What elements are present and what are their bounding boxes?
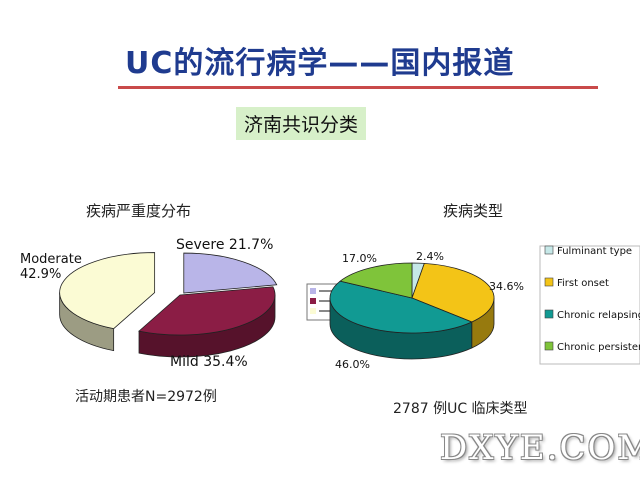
chart2-legend-label-fulminant-type: Fulminant type (557, 246, 632, 257)
subtitle-badge: 济南共识分类 (236, 107, 367, 140)
chart1-label-severe: Severe 21.7% (176, 237, 273, 253)
chart2-legend-swatch-chronic-persistent (544, 341, 554, 351)
chart1-slice-severe (183, 252, 278, 294)
chart1-label-moderate: Moderate 42.9% (20, 252, 82, 282)
chart2-legend-swatch-fulminant-type (544, 245, 554, 255)
chart2-slice-chronic-relapsing (329, 280, 473, 334)
watermark: DXYE.COM (440, 428, 640, 468)
title-divider (118, 86, 598, 89)
chart1-title: 疾病严重度分布 (86, 202, 192, 220)
chart2-label-chronic-persistent: 17.0% (342, 252, 377, 265)
chart2-label-fulminant: 2.4% (416, 250, 444, 263)
chart2-slice-chronic-persistent (339, 262, 413, 299)
chart2-legend-swatch-first-onset (544, 277, 554, 287)
chart2-slice-first-onset (411, 262, 495, 323)
chart1-slice-mild (138, 286, 276, 336)
chart1-pie (59, 252, 278, 358)
chart1-slice-moderate (59, 252, 156, 330)
chart2-legend-label-first-onset: First onset (557, 278, 609, 289)
chart2-legend-frame (539, 245, 640, 365)
chart2-pie (329, 262, 495, 360)
slide-title: UC的流行病学——国内报道 (125, 46, 515, 81)
chart2-title: 疾病类型 (443, 202, 504, 220)
chart1-label-mild: Mild 35.4% (170, 354, 248, 370)
chart2-label-first-onset: 34.6% (489, 280, 524, 293)
chart2-footnote: 2787 例UC 临床类型 (393, 401, 528, 417)
chart2-legend-swatch-chronic-relapsing (544, 309, 554, 319)
chart1-footnote: 活动期患者N=2972例 (75, 389, 217, 405)
chart2-label-chronic-relapsing: 46.0% (335, 358, 370, 371)
chart2-legend-label-chronic-persistent: Chronic persistent (557, 342, 640, 353)
chart2-legend-label-chronic-relapsing: Chronic relapsing (557, 310, 640, 321)
